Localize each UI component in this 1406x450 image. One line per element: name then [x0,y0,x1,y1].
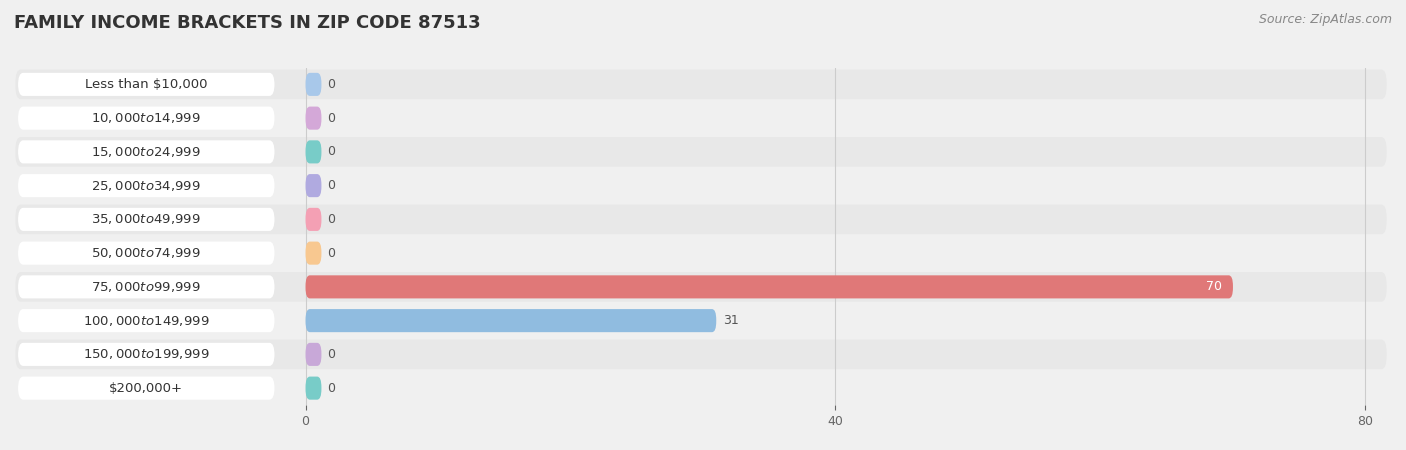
FancyBboxPatch shape [305,174,322,197]
Text: 0: 0 [326,179,335,192]
FancyBboxPatch shape [15,171,1386,201]
Text: $150,000 to $199,999: $150,000 to $199,999 [83,347,209,361]
FancyBboxPatch shape [305,140,322,163]
Text: $10,000 to $14,999: $10,000 to $14,999 [91,111,201,125]
Text: Source: ZipAtlas.com: Source: ZipAtlas.com [1258,14,1392,27]
Text: $35,000 to $49,999: $35,000 to $49,999 [91,212,201,226]
Text: 70: 70 [1206,280,1222,293]
Text: $15,000 to $24,999: $15,000 to $24,999 [91,145,201,159]
FancyBboxPatch shape [18,73,274,96]
FancyBboxPatch shape [305,107,322,130]
FancyBboxPatch shape [305,208,322,231]
FancyBboxPatch shape [18,107,274,130]
FancyBboxPatch shape [15,204,1386,234]
FancyBboxPatch shape [18,242,274,265]
Text: $100,000 to $149,999: $100,000 to $149,999 [83,314,209,328]
Text: $25,000 to $34,999: $25,000 to $34,999 [91,179,201,193]
FancyBboxPatch shape [305,275,1233,298]
Text: $50,000 to $74,999: $50,000 to $74,999 [91,246,201,260]
FancyBboxPatch shape [15,272,1386,302]
Text: $75,000 to $99,999: $75,000 to $99,999 [91,280,201,294]
Text: 31: 31 [723,314,738,327]
Text: 0: 0 [326,382,335,395]
Text: 0: 0 [326,78,335,91]
FancyBboxPatch shape [15,238,1386,268]
FancyBboxPatch shape [305,377,322,400]
Text: 0: 0 [326,348,335,361]
FancyBboxPatch shape [18,309,274,332]
FancyBboxPatch shape [15,69,1386,99]
FancyBboxPatch shape [18,275,274,298]
FancyBboxPatch shape [305,73,322,96]
FancyBboxPatch shape [15,339,1386,369]
Text: 0: 0 [326,145,335,158]
Text: FAMILY INCOME BRACKETS IN ZIP CODE 87513: FAMILY INCOME BRACKETS IN ZIP CODE 87513 [14,14,481,32]
FancyBboxPatch shape [18,343,274,366]
FancyBboxPatch shape [18,208,274,231]
FancyBboxPatch shape [305,343,322,366]
FancyBboxPatch shape [18,140,274,163]
Text: 0: 0 [326,247,335,260]
FancyBboxPatch shape [18,377,274,400]
FancyBboxPatch shape [18,174,274,197]
Text: Less than $10,000: Less than $10,000 [84,78,208,91]
FancyBboxPatch shape [305,309,716,332]
FancyBboxPatch shape [15,103,1386,133]
Text: 0: 0 [326,213,335,226]
FancyBboxPatch shape [305,242,322,265]
FancyBboxPatch shape [15,374,1386,403]
Text: $200,000+: $200,000+ [110,382,183,395]
FancyBboxPatch shape [15,306,1386,336]
Text: 0: 0 [326,112,335,125]
FancyBboxPatch shape [15,137,1386,167]
